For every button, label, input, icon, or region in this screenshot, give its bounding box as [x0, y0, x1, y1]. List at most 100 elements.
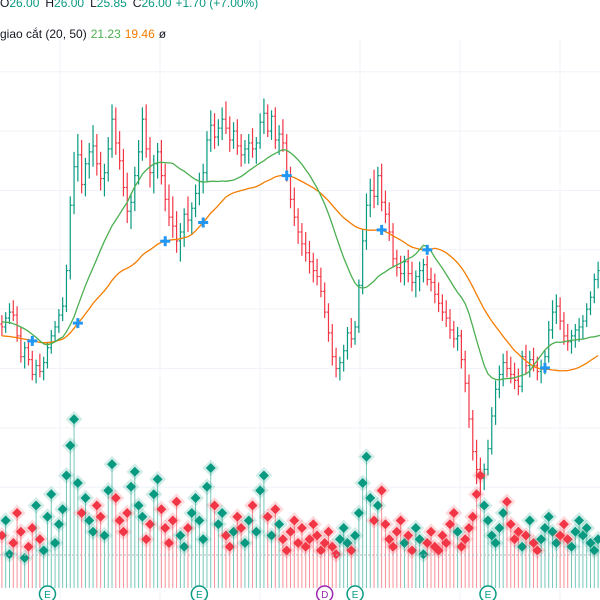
price-bar: [566, 324, 570, 351]
price-bar: [64, 264, 69, 313]
crossover-marker: [376, 224, 387, 235]
volume-marker: [460, 519, 478, 588]
volume-marker: [206, 497, 224, 588]
price-bar: [129, 193, 133, 230]
price-bar: [0, 315, 4, 336]
volume-marker: [244, 497, 262, 588]
volume-marker: [589, 530, 600, 588]
price-bar: [167, 184, 171, 227]
price-bar: [258, 113, 262, 149]
volume-marker: [490, 519, 508, 588]
price-bar: [11, 300, 15, 322]
price-bar: [34, 359, 38, 384]
price-bar: [42, 356, 46, 381]
price-bar: [174, 211, 179, 253]
volume-marker: [137, 530, 155, 588]
volume-marker: [0, 512, 15, 588]
earnings-marker[interactable]: E: [479, 585, 497, 600]
price-bar: [569, 329, 574, 354]
earnings-marker[interactable]: E: [38, 585, 57, 600]
volume-marker: [361, 489, 379, 588]
volume-marker: [297, 538, 315, 588]
price-bar: [467, 374, 471, 428]
volume-marker: [506, 530, 524, 588]
volume-marker: [114, 523, 132, 588]
price-bar: [380, 163, 384, 212]
price-bar: [197, 172, 201, 206]
volume-marker: [175, 538, 193, 588]
earnings-marker[interactable]: E: [346, 585, 364, 600]
volume-marker: [278, 542, 296, 588]
price-bar: [391, 223, 395, 268]
volume-marker: [46, 534, 64, 588]
price-bar: [269, 110, 274, 140]
price-bar: [326, 303, 331, 342]
volume-marker: [319, 523, 337, 588]
volume-marker: [437, 534, 455, 588]
price-bar: [7, 303, 12, 324]
volume-marker: [327, 545, 345, 588]
price-bar: [425, 255, 429, 286]
hidden-toggle-icon[interactable]: ø: [158, 27, 167, 41]
volume-marker: [308, 527, 326, 588]
volume-marker: [335, 519, 353, 588]
price-bar: [212, 113, 217, 149]
price-bar: [144, 104, 148, 158]
price-bar: [558, 297, 562, 330]
price-bar: [342, 344, 346, 372]
price-bar: [395, 249, 399, 277]
price-bar: [125, 172, 129, 224]
volume-marker: [540, 508, 558, 588]
price-bar: [357, 279, 361, 333]
low-value: 25.85: [96, 0, 127, 10]
price-bar: [178, 223, 182, 262]
price-bar: [497, 365, 501, 399]
crossover-marker: [422, 244, 433, 255]
dividend-marker[interactable]: D: [315, 585, 334, 600]
price-bar: [490, 407, 494, 455]
volume-marker: [373, 482, 391, 588]
price-bar: [505, 350, 509, 378]
indicator-name[interactable]: giao cắt (20, 50): [0, 27, 87, 41]
volume-marker: [76, 489, 94, 588]
volume-marker: [376, 515, 394, 588]
volume-marker: [357, 448, 375, 588]
price-bar: [368, 178, 372, 218]
volume-marker: [270, 515, 288, 588]
price-bar: [539, 359, 543, 384]
price-bar: [80, 140, 84, 194]
price-bar: [182, 208, 186, 247]
volume-marker: [4, 534, 22, 588]
volume-marker: [266, 500, 284, 588]
price-bar: [421, 258, 426, 283]
price-bar: [106, 137, 110, 182]
volume-marker: [107, 489, 125, 588]
volume-marker: [578, 519, 596, 588]
volume-marker: [574, 527, 592, 588]
volume-marker: [449, 523, 467, 588]
price-bar: [376, 166, 380, 206]
price-bar: [364, 193, 369, 250]
volume-marker: [92, 508, 110, 588]
volume-marker: [251, 482, 269, 588]
price-bar: [155, 142, 160, 179]
volume-marker: [80, 512, 98, 588]
earnings-marker[interactable]: E: [190, 585, 209, 600]
price-bar: [577, 318, 581, 342]
crossover-marker: [27, 335, 38, 346]
volume-marker: [130, 497, 148, 588]
close-value: 26.00: [141, 0, 172, 10]
volume-marker: [152, 500, 170, 588]
price-bar: [437, 282, 441, 313]
volume-marker: [194, 530, 212, 588]
change-value: +1.70 (+7.00%): [175, 0, 259, 10]
volume-marker: [483, 527, 501, 588]
volume-marker: [422, 523, 440, 588]
volume-marker: [521, 512, 539, 588]
indicator-legend[interactable]: giao cắt (20, 50) 21.23 19.46 ø: [0, 26, 166, 42]
volume-marker: [471, 467, 489, 588]
price-bar: [137, 140, 141, 185]
svg-text:E: E: [352, 590, 359, 600]
volume-marker: [171, 527, 189, 588]
